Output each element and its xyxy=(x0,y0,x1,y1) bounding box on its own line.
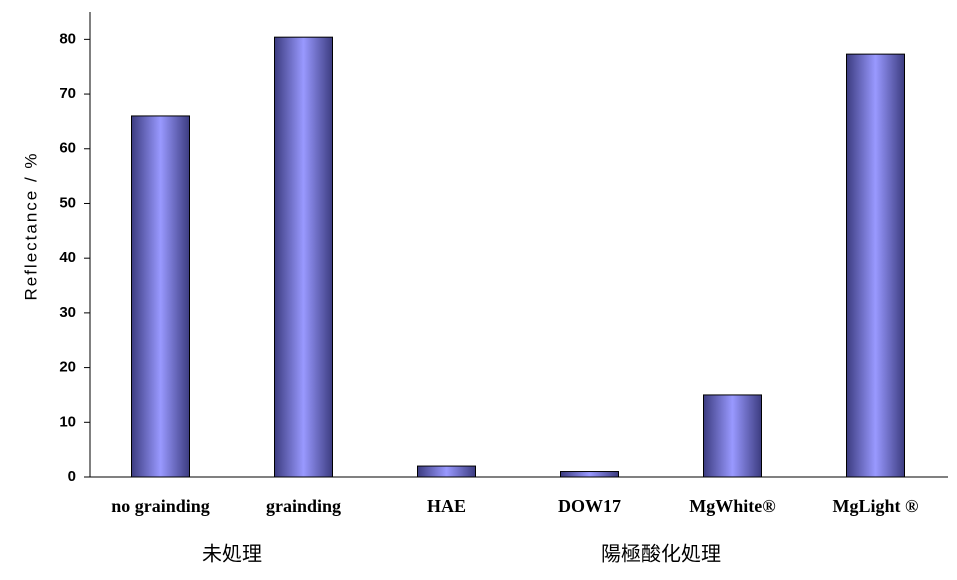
y-tick-label: 40 xyxy=(59,249,76,266)
x-tick-label: DOW17 xyxy=(558,496,621,516)
y-tick-label: 80 xyxy=(59,30,76,47)
bar xyxy=(560,471,619,478)
group-label: 陽極酸化処理 xyxy=(601,542,721,566)
y-tick-label: 0 xyxy=(68,468,76,485)
bar xyxy=(703,394,762,478)
y-tick-label: 10 xyxy=(59,413,76,430)
x-tick-label: grainding xyxy=(266,496,341,516)
y-tick-label: 20 xyxy=(59,359,76,376)
y-tick-label: 30 xyxy=(59,304,76,321)
x-tick-label: HAE xyxy=(427,496,466,516)
y-axis-label: Reflectance / % xyxy=(21,151,40,300)
y-tick-label: 50 xyxy=(59,194,76,211)
y-tick-label: 60 xyxy=(59,140,76,157)
group-label: 未処理 xyxy=(202,542,262,566)
bar xyxy=(417,465,476,478)
x-tick-label: MgWhite® xyxy=(689,496,775,516)
bar xyxy=(274,36,333,478)
x-tick-label: no grainding xyxy=(111,496,210,516)
bar xyxy=(846,53,905,478)
y-tick-label: 70 xyxy=(59,85,76,102)
x-tick-label: MgLight ® xyxy=(833,496,919,516)
bar xyxy=(131,115,190,478)
